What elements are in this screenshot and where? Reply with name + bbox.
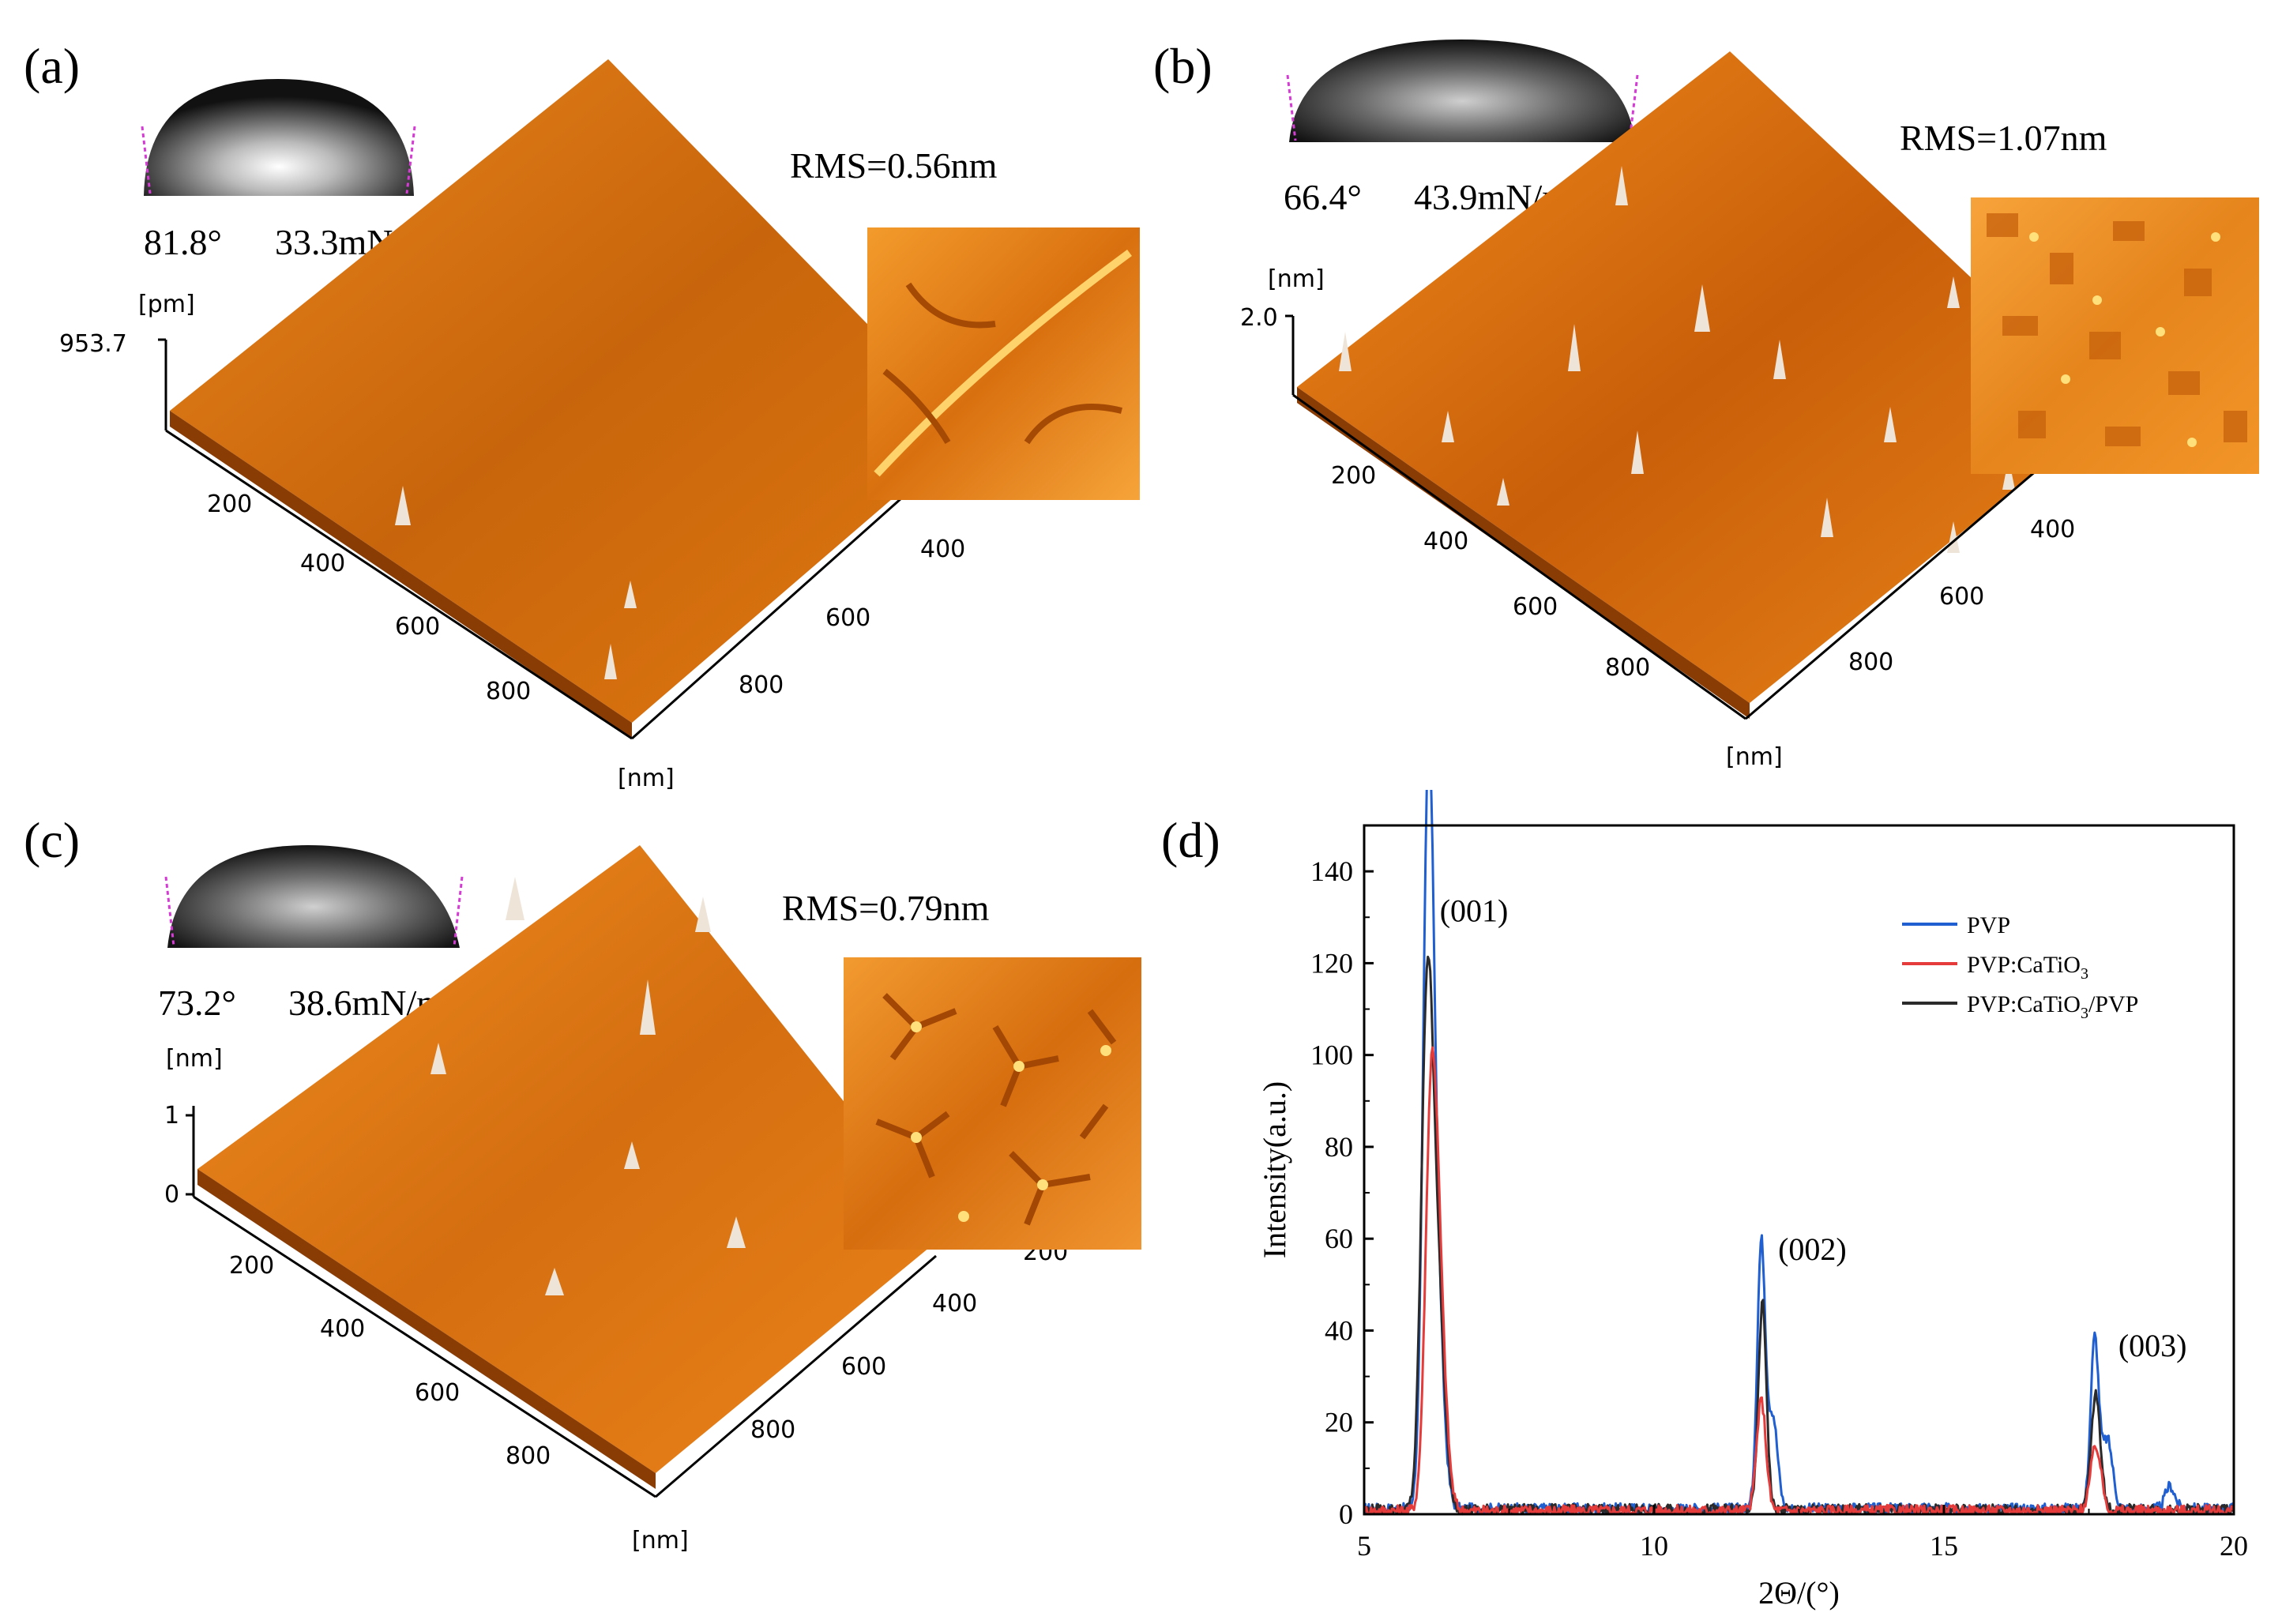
x-tick-label: 200 [207,491,252,518]
x-tick-label: 800 [506,1442,551,1470]
contact-angle-droplet [141,79,416,197]
y-tick-label: 100 [1310,1039,1353,1071]
contact-angle-value: 66.4° [1284,177,1362,217]
contact-angle-value: 81.8° [144,222,222,262]
y-tick-label: 40 [1325,1314,1353,1346]
x-tick-label: 15 [1930,1530,1958,1562]
x-tick-label: 600 [415,1379,460,1407]
x-axis-label: 2Θ/(°) [1758,1575,1840,1611]
z-axis-unit: [pm] [138,291,195,318]
z-axis-min: 0 [164,1181,179,1209]
y-tick-label: 400 [920,536,965,563]
afm-panel-a: (a) 81.8° 33.3mN/m [pm] 953.7 200 400 60… [24,38,1140,790]
y-tick-label: 120 [1310,947,1353,979]
y-tick-label: 800 [1848,648,1893,676]
panel-label: (d) [1161,812,1220,868]
afm-panel-b: (b) 66.4° 43.9mN/m [nm] 2.0 200 400 600 … [1153,38,2259,771]
afm-inset-image [867,227,1140,500]
x-tick-label: 600 [1513,593,1558,621]
legend-entry: PVP [1967,912,2010,938]
afm-panel-c: (c) 73.2° 38.6mN/m [nm] 1 0 200 400 600 … [24,812,1141,1554]
panel-label: (a) [24,38,80,94]
y-tick-label: 800 [739,671,784,699]
y-axis-label: Intensity(a.u.) [1257,1081,1292,1258]
z-axis-unit: [nm] [1268,265,1325,293]
afm-surface [197,845,948,1473]
y-tick-label: 20 [1325,1407,1353,1438]
y-tick-label: 0 [1339,1498,1353,1530]
peak-annotation: (002) [1778,1231,1847,1267]
afm-surface [1297,51,2113,703]
x-tick-label: 400 [320,1315,365,1343]
x-tick-label: 200 [1331,462,1376,490]
x-tick-label: 800 [1605,654,1650,682]
y-tick-label: 400 [2030,516,2075,543]
z-axis-max: 953.7 [59,330,127,358]
x-tick-label: 10 [1640,1530,1668,1562]
z-axis-max: 1 [164,1102,179,1130]
afm-inset-image [1971,197,2259,474]
x-tick-label: 800 [486,678,531,705]
contact-angle-droplet [1286,39,1639,142]
x-tick-label: 20 [2220,1530,2248,1562]
panel-label: (c) [24,812,80,868]
xy-axis-unit: [nm] [632,1527,689,1554]
y-tick-label: 400 [932,1290,977,1318]
rms-value: RMS=0.79nm [782,888,990,928]
xy-axis-unit: [nm] [618,765,675,790]
contact-angle-value: 73.2° [158,983,236,1023]
x-tick-label: 600 [395,613,440,641]
peak-annotation: (001) [1440,893,1509,928]
legend-entry: PVP:CaTiO3/PVP [1967,991,2138,1022]
y-tick-label: 600 [825,604,870,632]
contact-angle-droplet [164,845,464,948]
y-tick-label: 600 [841,1353,886,1381]
xy-axis-unit: [nm] [1726,743,1783,771]
surface-peaks [395,486,637,679]
y-tick-label: 800 [750,1416,795,1444]
afm-inset-image [844,957,1141,1250]
panel-label: (b) [1153,38,1212,94]
rms-value: RMS=1.07nm [1900,118,2107,158]
z-axis-unit: [nm] [166,1045,223,1073]
surface-peaks [430,877,746,1295]
y-tick-label: 80 [1325,1131,1353,1163]
z-axis-max: 2.0 [1240,304,1278,332]
y-tick-label: 60 [1325,1223,1353,1254]
peak-annotation: (003) [2118,1328,2187,1363]
plot-frame [1363,824,2235,1516]
series-line-pvp-catio3 [1363,1046,2235,1516]
legend-entry: PVP:CaTiO3 [1967,952,2088,983]
rms-value: RMS=0.56nm [790,145,998,186]
afm-surface [170,59,972,723]
x-tick-label: 400 [300,550,345,577]
x-tick-label: 400 [1423,528,1468,555]
y-tick-label: 600 [1939,583,1984,611]
y-tick-label: 140 [1310,855,1353,887]
x-tick-label: 200 [229,1252,274,1280]
x-tick-label: 5 [1357,1530,1371,1562]
xrd-chart: (d) 5 10 15 20 0 20 40 60 80 100 120 140 2Θ/(°) Inten… [1161,790,2248,1611]
